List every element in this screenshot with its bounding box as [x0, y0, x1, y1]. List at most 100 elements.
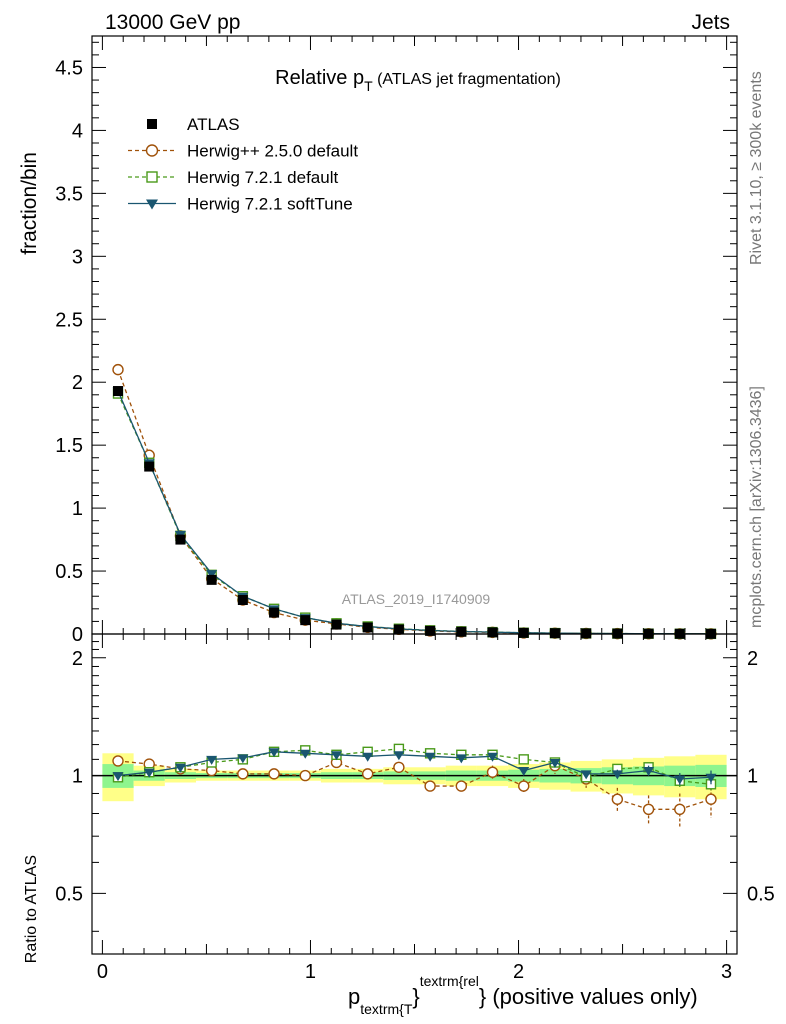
chart-title-suffix: (ATLAS jet fragmentation)	[377, 71, 561, 88]
ratio-point-softtune	[424, 752, 436, 762]
point-atlas	[456, 626, 467, 637]
main-y-tick-label: 4	[72, 120, 83, 142]
point-atlas	[144, 461, 155, 472]
legend-label-herwigpp: Herwig++ 2.5.0 default	[187, 142, 358, 161]
ratio-point-softtune	[705, 773, 717, 783]
legend-marker-herwig721	[146, 171, 158, 183]
x-tick-label: 1	[305, 961, 316, 983]
ratio-y-tick-label: 0.5	[55, 883, 83, 905]
ratio-point-softtune	[143, 768, 155, 778]
ratio-point-softtune	[611, 770, 623, 780]
ratio-y-label: Ratio to ATLAS	[23, 855, 40, 963]
x-label-main: p	[348, 984, 360, 1009]
main-y-label: fraction/bin	[18, 152, 41, 255]
chart-title-main: Relative p	[275, 67, 364, 89]
ratio-point-softtune	[174, 763, 186, 773]
analysis-label: ATLAS_2019_I1740909	[342, 591, 491, 607]
main-y-tick-label: 2	[72, 372, 83, 394]
main-y-ticks: 0 0.5 1 1.5 2 2.5 3 3.5 4 4.5	[55, 36, 737, 646]
ratio-point-herwigpp	[518, 780, 530, 792]
ratio-y-tick-label-right: 0.5	[747, 883, 775, 905]
point-atlas	[269, 607, 280, 618]
ratio-panel: Ratio to ATLAS 0.5 0.5 1 1 2 2 0 1 2 3 ptextrm{T…	[23, 633, 775, 1017]
point-atlas	[518, 627, 529, 638]
ratio-y-tick-label-right: 2	[747, 648, 758, 670]
point-softtune	[206, 570, 218, 580]
ratio-point-herwigpp	[705, 793, 717, 805]
rivet-label: Rivet 3.1.10, ≥ 300k events	[748, 71, 765, 265]
point-atlas	[487, 627, 498, 638]
legend-label-atlas: ATLAS	[187, 115, 240, 134]
x-label-sub: textrm{T	[360, 1001, 413, 1017]
ratio-point-herwigpp	[486, 766, 499, 778]
legend-label-herwig721: Herwig 7.2.1 default	[187, 168, 338, 187]
x-label-brace: }	[412, 984, 419, 1009]
ratio-point-softtune	[299, 749, 311, 759]
point-atlas	[331, 619, 342, 630]
header-right: Jets	[691, 11, 730, 34]
ratio-y-tick-label: 1	[72, 766, 83, 788]
point-atlas	[425, 625, 436, 636]
main-y-tick-label: 2.5	[55, 309, 83, 331]
ratio-point-herwigpp	[299, 769, 311, 782]
ratio-point-herwigpp	[642, 803, 655, 815]
point-atlas	[362, 622, 373, 633]
main-y-tick-label: 3.5	[55, 183, 83, 205]
ratio-point-softtune	[487, 752, 499, 762]
ratio-point-softtune	[112, 772, 124, 782]
x-tick-label: 0	[97, 961, 108, 983]
ratio-point-herwigpp	[237, 768, 249, 780]
ratio-point-herwigpp	[424, 780, 436, 792]
header-left: 13000 GeV pp	[105, 11, 240, 34]
point-atlas	[581, 628, 592, 639]
main-y-tick-label: 3	[72, 246, 83, 268]
point-herwigpp	[112, 363, 124, 376]
ratio-point-softtune	[362, 752, 374, 762]
x-tick-label: 3	[721, 961, 732, 983]
main-y-tick-label: 1.5	[55, 435, 83, 457]
ratio-x-ticks: 0 1 2 3	[97, 634, 732, 983]
legend-label-softtune: Herwig 7.2.1 softTune	[187, 195, 353, 214]
ratio-y-ticks: 0.5 0.5 1 1 2 2	[55, 641, 775, 932]
main-panel: fraction/bin 0 0.5 1 1.5 2 2.5 3 3.5 4 4.5 Relati…	[18, 35, 738, 646]
point-atlas	[113, 386, 124, 397]
ratio-y-tick-label-right: 1	[747, 766, 758, 788]
legend-marker-softtune	[146, 199, 158, 210]
ratio-point-softtune	[268, 748, 280, 758]
ratio-point-herwig721	[518, 754, 529, 765]
main-y-tick-label: 0	[72, 624, 83, 646]
mcplots-label: mcplots.cern.ch [arXiv:1306.3436]	[748, 386, 765, 628]
point-atlas	[237, 595, 248, 606]
ratio-point-softtune	[455, 754, 467, 764]
chart-title: Relative pT (ATLAS jet fragmentation)	[275, 67, 561, 94]
ratio-series	[112, 743, 717, 827]
ratio-bands	[102, 753, 727, 802]
ratio-point-softtune	[643, 767, 655, 777]
x-label-suffix: } (positive values only)	[479, 984, 698, 1009]
main-y-tick-label: 4.5	[55, 57, 83, 79]
main-y-tick-label: 0.5	[55, 561, 83, 583]
ratio-point-softtune	[549, 758, 561, 768]
ratio-point-softtune	[518, 767, 530, 777]
ratio-line-herwig721	[117, 748, 712, 785]
ratio-point-herwigpp	[674, 803, 686, 815]
ratio-point-herwigpp	[393, 761, 405, 773]
point-atlas	[175, 534, 186, 545]
ratio-point-softtune	[580, 770, 592, 780]
ratio-point-softtune	[206, 755, 218, 765]
legend: ATLAS Herwig++ 2.5.0 default Herwig 7.2.1 …	[128, 115, 358, 214]
ratio-point-softtune	[674, 775, 686, 785]
main-y-tick-label: 1	[72, 498, 83, 520]
point-atlas	[549, 628, 560, 639]
ratio-point-herwigpp	[268, 768, 280, 780]
ratio-point-softtune	[237, 754, 249, 764]
ratio-point-softtune	[393, 751, 405, 761]
ratio-point-softtune	[330, 751, 342, 761]
x-tick-label: 2	[513, 961, 524, 983]
chart-title-sub: T	[364, 78, 373, 94]
legend-marker-atlas	[147, 119, 157, 129]
legend-marker-herwigpp	[145, 144, 159, 157]
point-atlas	[206, 574, 217, 585]
ratio-line-softtune	[117, 751, 712, 780]
